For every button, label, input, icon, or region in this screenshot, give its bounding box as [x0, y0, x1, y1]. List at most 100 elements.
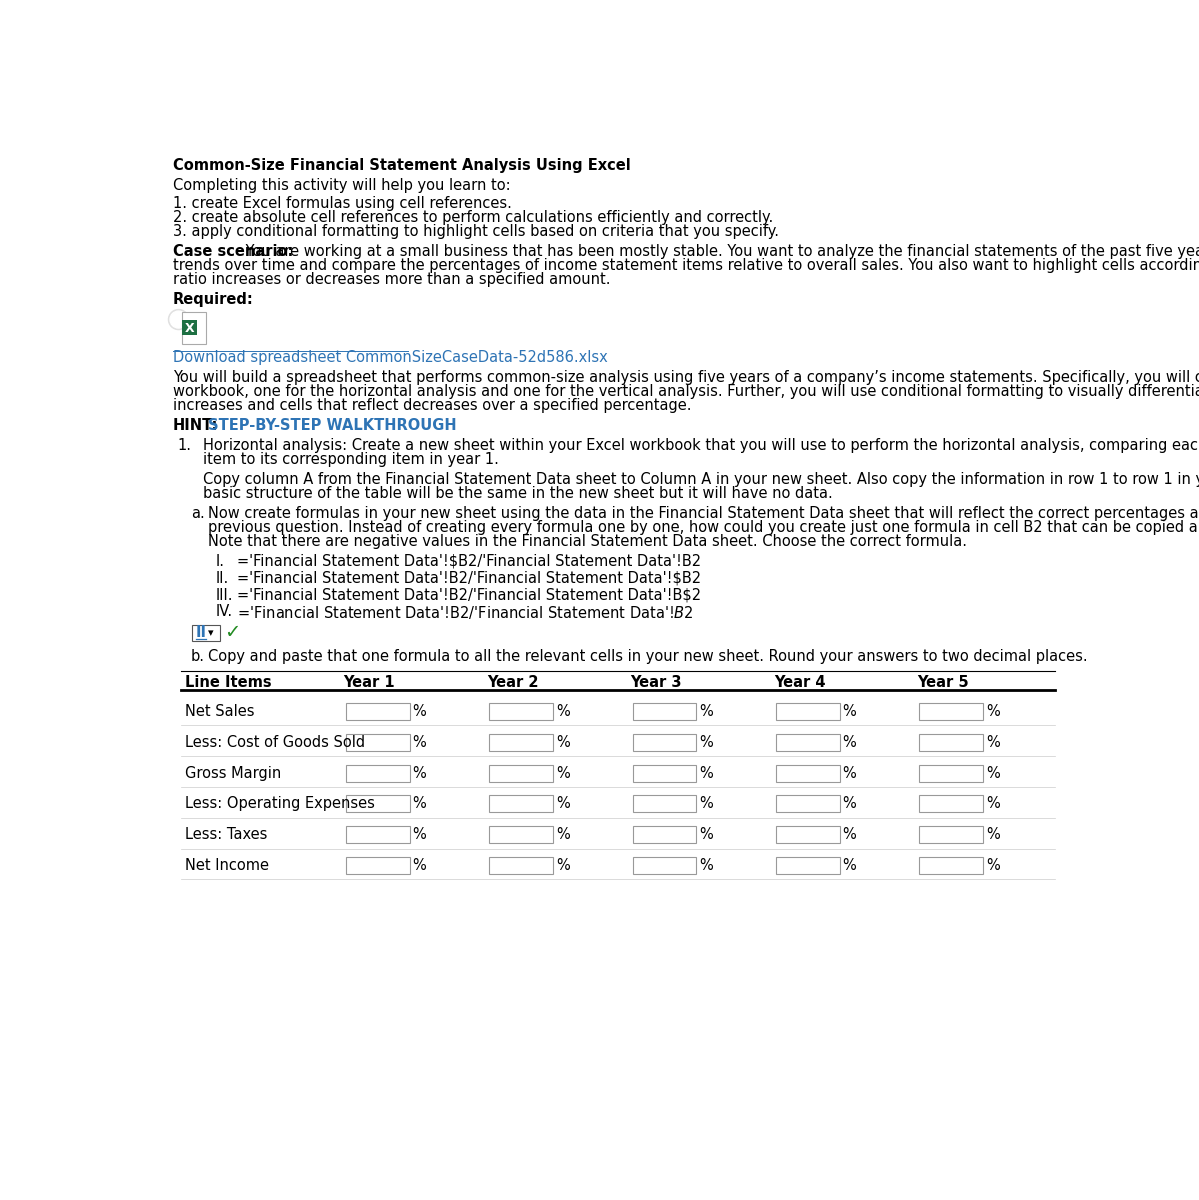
- Circle shape: [169, 310, 188, 330]
- Text: Copy column A from the Financial Statement Data sheet to Column A in your new sh: Copy column A from the Financial Stateme…: [203, 472, 1199, 487]
- Text: trends over time and compare the percentages of income statement items relative : trends over time and compare the percent…: [173, 258, 1199, 272]
- Text: %: %: [986, 797, 1000, 811]
- Text: Year 5: Year 5: [917, 674, 969, 690]
- Text: a.: a.: [191, 506, 205, 521]
- Text: basic structure of the table will be the same in the new sheet but it will have : basic structure of the table will be the…: [203, 486, 832, 500]
- Text: increases and cells that reflect decreases over a specified percentage.: increases and cells that reflect decreas…: [173, 398, 692, 413]
- FancyBboxPatch shape: [633, 796, 697, 812]
- Text: %: %: [412, 704, 427, 719]
- Text: %: %: [986, 827, 1000, 842]
- Text: Less: Cost of Goods Sold: Less: Cost of Goods Sold: [185, 734, 364, 750]
- FancyBboxPatch shape: [920, 827, 983, 844]
- FancyBboxPatch shape: [920, 764, 983, 781]
- Text: ='Financial Statement Data'!B2/'Financial Statement Data'!B$2: ='Financial Statement Data'!B2/'Financia…: [237, 588, 701, 602]
- Text: Year 1: Year 1: [344, 674, 396, 690]
- Text: IV.: IV.: [216, 605, 233, 619]
- FancyBboxPatch shape: [633, 857, 697, 874]
- Text: Common-Size Financial Statement Analysis Using Excel: Common-Size Financial Statement Analysis…: [173, 158, 631, 173]
- Text: %: %: [843, 858, 856, 872]
- Text: %: %: [986, 734, 1000, 750]
- Text: 2. create absolute cell references to perform calculations efficiently and corre: 2. create absolute cell references to pe…: [173, 210, 773, 226]
- Text: %: %: [699, 858, 713, 872]
- Text: ='Financial Statement Data'!B2/'Financial Statement Data'!$B$2: ='Financial Statement Data'!B2/'Financia…: [237, 605, 694, 622]
- Text: %: %: [843, 734, 856, 750]
- Text: Case scenario:: Case scenario:: [173, 244, 294, 259]
- FancyBboxPatch shape: [489, 796, 553, 812]
- Text: I.: I.: [216, 553, 224, 569]
- FancyBboxPatch shape: [776, 703, 839, 720]
- Text: item to its corresponding item in year 1.: item to its corresponding item in year 1…: [203, 452, 499, 467]
- FancyBboxPatch shape: [776, 827, 839, 844]
- FancyBboxPatch shape: [182, 312, 206, 344]
- Text: %: %: [699, 766, 713, 780]
- Text: %: %: [986, 766, 1000, 780]
- Text: %: %: [699, 704, 713, 719]
- Text: Download spreadsheet CommonSizeCaseData-52d586.xlsx: Download spreadsheet CommonSizeCaseData-…: [173, 350, 608, 365]
- Text: Copy and paste that one formula to all the relevant cells in your new sheet. Rou: Copy and paste that one formula to all t…: [207, 649, 1087, 664]
- FancyBboxPatch shape: [182, 320, 197, 335]
- Text: ✓: ✓: [224, 624, 241, 642]
- FancyBboxPatch shape: [776, 857, 839, 874]
- FancyBboxPatch shape: [633, 764, 697, 781]
- FancyBboxPatch shape: [489, 764, 553, 781]
- Text: ='Financial Statement Data'!B2/'Financial Statement Data'!$B2: ='Financial Statement Data'!B2/'Financia…: [237, 570, 701, 586]
- Text: Line Items: Line Items: [185, 674, 271, 690]
- Text: ='Financial Statement Data'!$B2/'Financial Statement Data'!B2: ='Financial Statement Data'!$B2/'Financi…: [237, 553, 701, 569]
- FancyBboxPatch shape: [347, 703, 410, 720]
- Text: %: %: [556, 858, 570, 872]
- Text: %: %: [556, 704, 570, 719]
- FancyBboxPatch shape: [776, 734, 839, 751]
- Text: %: %: [986, 858, 1000, 872]
- Text: II.: II.: [216, 570, 229, 586]
- FancyBboxPatch shape: [920, 857, 983, 874]
- FancyBboxPatch shape: [776, 796, 839, 812]
- FancyBboxPatch shape: [347, 796, 410, 812]
- FancyBboxPatch shape: [489, 703, 553, 720]
- Text: Now create formulas in your new sheet using the data in the Financial Statement : Now create formulas in your new sheet us…: [207, 506, 1199, 521]
- FancyBboxPatch shape: [920, 703, 983, 720]
- Text: 1.: 1.: [177, 438, 191, 454]
- Text: HINT:: HINT:: [173, 418, 218, 433]
- Text: Year 3: Year 3: [631, 674, 682, 690]
- Text: Less: Taxes: Less: Taxes: [185, 827, 267, 842]
- FancyBboxPatch shape: [347, 827, 410, 844]
- Text: Completing this activity will help you learn to:: Completing this activity will help you l…: [173, 178, 511, 193]
- FancyBboxPatch shape: [347, 764, 410, 781]
- FancyBboxPatch shape: [489, 827, 553, 844]
- Text: workbook, one for the horizontal analysis and one for the vertical analysis. Fur: workbook, one for the horizontal analysi…: [173, 384, 1199, 400]
- Text: Year 4: Year 4: [773, 674, 825, 690]
- Text: Note that there are negative values in the Financial Statement Data sheet. Choos: Note that there are negative values in t…: [207, 534, 968, 548]
- Text: previous question. Instead of creating every formula one by one, how could you c: previous question. Instead of creating e…: [207, 520, 1199, 535]
- Text: Required:: Required:: [173, 292, 254, 307]
- Text: %: %: [412, 827, 427, 842]
- FancyBboxPatch shape: [920, 734, 983, 751]
- Text: %: %: [556, 827, 570, 842]
- Text: %: %: [556, 766, 570, 780]
- Text: Net Sales: Net Sales: [185, 704, 254, 719]
- Text: STEP-BY-STEP WALKTHROUGH: STEP-BY-STEP WALKTHROUGH: [203, 418, 456, 433]
- Text: Less: Operating Expenses: Less: Operating Expenses: [185, 797, 374, 811]
- Text: You are working at a small business that has been mostly stable. You want to ana: You are working at a small business that…: [241, 244, 1199, 259]
- Text: %: %: [412, 858, 427, 872]
- FancyBboxPatch shape: [347, 734, 410, 751]
- Text: 1. create Excel formulas using cell references.: 1. create Excel formulas using cell refe…: [173, 197, 512, 211]
- Text: %: %: [843, 797, 856, 811]
- FancyBboxPatch shape: [920, 796, 983, 812]
- Text: ▾: ▾: [207, 628, 213, 638]
- Text: %: %: [412, 766, 427, 780]
- Text: Horizontal analysis: Create a new sheet within your Excel workbook that you will: Horizontal analysis: Create a new sheet …: [203, 438, 1199, 454]
- FancyBboxPatch shape: [489, 734, 553, 751]
- Text: Net Income: Net Income: [185, 858, 269, 872]
- Text: %: %: [843, 827, 856, 842]
- Text: You will build a spreadsheet that performs common-size analysis using five years: You will build a spreadsheet that perfor…: [173, 371, 1199, 385]
- FancyBboxPatch shape: [776, 764, 839, 781]
- Text: %: %: [556, 797, 570, 811]
- Text: %: %: [412, 734, 427, 750]
- Text: 3. apply conditional formatting to highlight cells based on criteria that you sp: 3. apply conditional formatting to highl…: [173, 224, 779, 239]
- Text: %: %: [843, 766, 856, 780]
- FancyBboxPatch shape: [489, 857, 553, 874]
- Text: X: X: [185, 322, 194, 335]
- Text: Year 2: Year 2: [487, 674, 538, 690]
- Text: b.: b.: [191, 649, 205, 664]
- FancyBboxPatch shape: [192, 625, 219, 641]
